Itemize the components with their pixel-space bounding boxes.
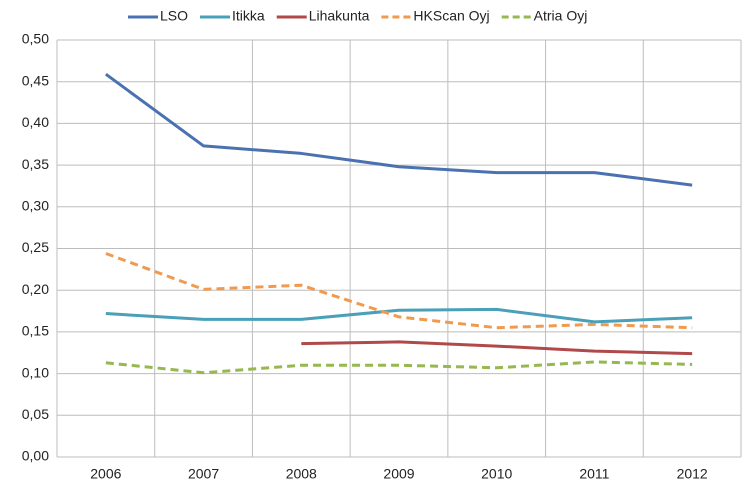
y-tick-label: 0,30 <box>22 198 49 214</box>
legend-label: HKScan Oyj <box>413 8 489 24</box>
x-tick-label: 2012 <box>677 466 708 482</box>
series-line <box>105 360 693 375</box>
series-line <box>104 72 693 187</box>
series-line <box>105 307 693 324</box>
series-line <box>105 252 693 330</box>
y-tick-label: 0,35 <box>22 156 49 172</box>
x-tick-label: 2010 <box>481 466 512 482</box>
legend-label: LSO <box>160 8 188 24</box>
x-tick-label: 2009 <box>383 466 414 482</box>
y-tick-label: 0,45 <box>22 72 49 88</box>
x-tick-label: 2008 <box>286 466 317 482</box>
x-tick-label: 2011 <box>579 466 609 482</box>
y-tick-label: 0,00 <box>22 448 49 464</box>
y-tick-label: 0,20 <box>22 281 49 297</box>
x-tick-label: 2006 <box>90 466 121 482</box>
y-tick-label: 0,25 <box>22 239 49 255</box>
y-tick-label: 0,10 <box>22 364 49 380</box>
y-tick-label: 0,40 <box>22 114 49 130</box>
legend-label: Atria Oyj <box>534 8 588 24</box>
y-tick-label: 0,15 <box>22 323 49 339</box>
y-tick-label: 0,05 <box>22 406 49 422</box>
y-tick-label: 0,50 <box>22 31 49 47</box>
legend-label: Itikka <box>232 8 265 24</box>
x-tick-label: 2007 <box>188 466 219 482</box>
series-line <box>301 340 693 356</box>
legend-label: Lihakunta <box>309 8 370 24</box>
